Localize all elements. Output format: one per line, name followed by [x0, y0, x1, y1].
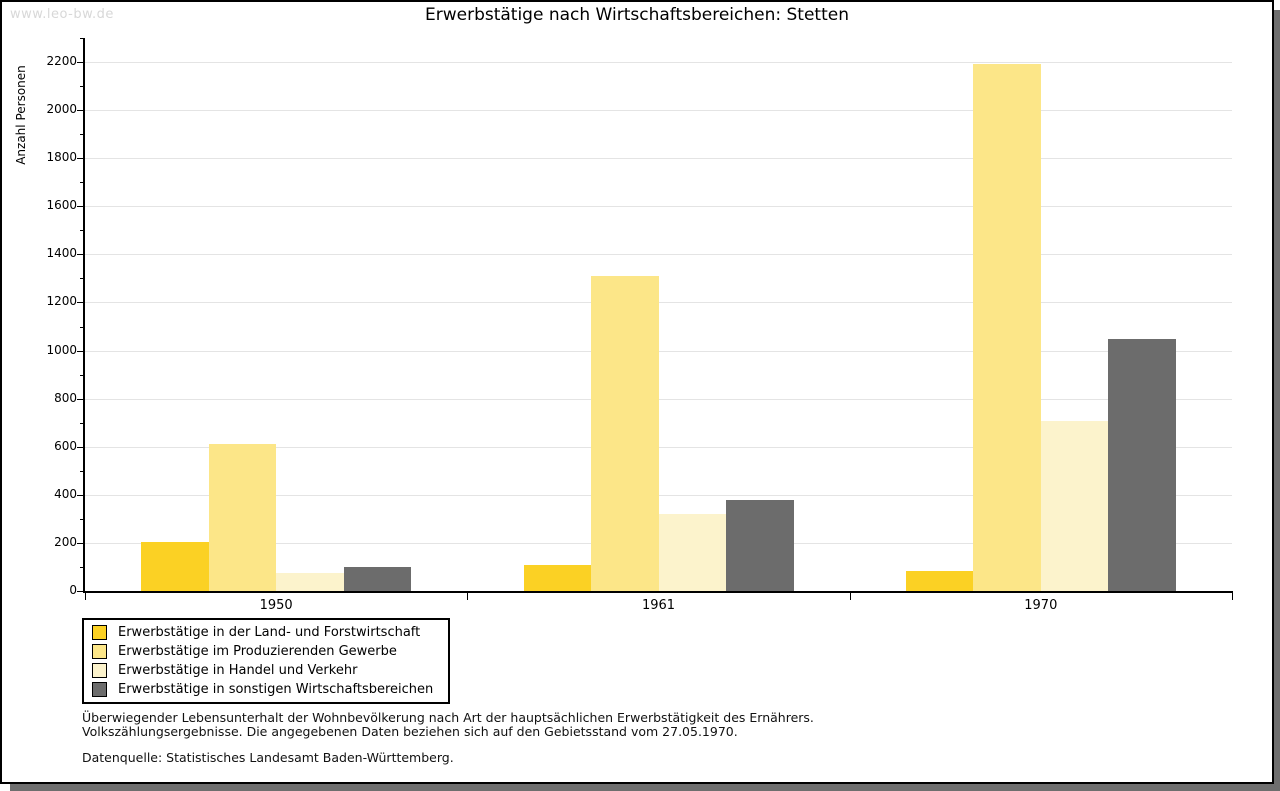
y-axis-major-tick — [77, 542, 85, 544]
y-axis-minor-tick — [80, 566, 85, 568]
bar-1961-series-3 — [658, 514, 726, 591]
legend-swatch-3 — [92, 663, 107, 678]
y-axis-major-tick — [77, 591, 85, 592]
y-axis-major-tick — [77, 446, 85, 448]
y-axis-major-tick — [77, 110, 85, 112]
y-axis-tick-label: 2000 — [46, 102, 77, 117]
x-axis-category-label: 1970 — [1024, 598, 1058, 613]
y-axis-tick-label: 2200 — [46, 54, 77, 68]
legend-row-2: Erwerbstätige im Produzierenden Gewerbe — [84, 642, 448, 661]
chart-title: Erwerbstätige nach Wirtschaftsbereichen:… — [424, 5, 849, 25]
bar-1970-series-1 — [905, 570, 974, 591]
gridline — [85, 302, 1232, 304]
y-axis-tick-label: 800 — [54, 390, 77, 405]
y-axis-line — [83, 37, 85, 593]
y-axis-minor-tick — [80, 518, 85, 520]
x-axis-tick — [1232, 593, 1233, 600]
y-axis-major-tick — [77, 494, 85, 496]
legend-label-3: Erwerbstätige in Handel und Verkehr — [118, 663, 358, 678]
footnote-line-2: Volkszählungsergebnisse. Die angegebenen… — [82, 724, 738, 739]
legend-row-1: Erwerbstätige in der Land- und Forstwirt… — [84, 623, 448, 642]
y-axis-major-tick — [77, 62, 85, 63]
watermark: www.leo-bw.de — [10, 7, 114, 22]
x-axis-tick — [467, 593, 469, 600]
bar-1961-series-1 — [523, 564, 591, 591]
y-axis-major-tick — [77, 350, 85, 352]
x-axis-tick — [849, 593, 851, 600]
bar-1970-series-4 — [1108, 338, 1176, 591]
legend-row-4: Erwerbstätige in sonstigen Wirtschaftsbe… — [84, 680, 448, 699]
y-axis-tick-label: 1800 — [46, 150, 77, 165]
chart-plot-area: 0 200 400 600 800 1000 1200 1400 1600 1800 2000 220… — [2, 2, 1272, 782]
y-axis-minor-tick — [80, 134, 85, 136]
y-axis-tick-label: 1400 — [46, 246, 77, 261]
legend-label-4: Erwerbstätige in sonstigen Wirtschaftsbe… — [118, 682, 434, 697]
gridline — [85, 158, 1232, 160]
bar-1970-series-3 — [1040, 421, 1109, 591]
y-axis-tick-label: 1200 — [46, 294, 77, 309]
gridline — [85, 62, 1232, 63]
y-axis-major-tick — [77, 206, 85, 208]
data-source-note: Datenquelle: Statistisches Landesamt Bad… — [82, 750, 454, 765]
gridline — [85, 398, 1232, 400]
bar-1950-series-4 — [343, 566, 412, 591]
y-axis-tick-label: 0 — [69, 583, 77, 597]
gridline — [85, 494, 1232, 496]
y-axis-major-tick — [77, 398, 85, 400]
gridline — [85, 206, 1232, 208]
legend-swatch-4 — [92, 682, 107, 697]
bar-1961-series-2 — [591, 276, 659, 591]
x-axis-line — [83, 591, 1233, 593]
y-axis-tick-label: 1600 — [46, 198, 77, 213]
bar-1970-series-2 — [973, 64, 1041, 591]
y-axis-minor-tick — [80, 86, 85, 88]
legend-swatch-2 — [92, 644, 107, 659]
x-axis-tick — [85, 593, 86, 600]
bar-1961-series-4 — [726, 499, 794, 591]
y-axis-tick-label: 600 — [54, 438, 77, 453]
chart-legend: Erwerbstätige in der Land- und Forstwirt… — [82, 618, 450, 704]
y-axis-minor-tick — [80, 470, 85, 472]
y-axis-minor-tick — [80, 374, 85, 376]
y-axis-tick-label: 1000 — [46, 342, 77, 357]
footnote-line-1: Überwiegender Lebensunterhalt der Wohnbe… — [82, 710, 814, 725]
gridline — [85, 350, 1232, 352]
y-axis-major-tick — [77, 158, 85, 160]
legend-row-3: Erwerbstätige in Handel und Verkehr — [84, 661, 448, 680]
bar-1950-series-2 — [208, 444, 277, 591]
x-axis-category-label: 1950 — [259, 598, 293, 613]
y-axis-major-tick — [77, 254, 85, 256]
gridline — [85, 254, 1232, 256]
bar-1950-series-3 — [276, 572, 344, 591]
bar-1950-series-1 — [141, 541, 209, 591]
y-axis-minor-tick — [80, 326, 85, 328]
y-axis-minor-tick — [80, 37, 85, 39]
y-axis-minor-tick — [80, 230, 85, 232]
y-axis-minor-tick — [80, 278, 85, 280]
gridline — [85, 110, 1232, 112]
y-axis-tick-label: 200 — [54, 534, 77, 549]
y-axis-major-tick — [77, 302, 85, 304]
legend-swatch-1 — [92, 625, 107, 640]
legend-label-2: Erwerbstätige im Produzierenden Gewerbe — [118, 644, 397, 659]
y-axis-minor-tick — [80, 182, 85, 184]
y-axis-minor-tick — [80, 422, 85, 424]
legend-label-1: Erwerbstätige in der Land- und Forstwirt… — [118, 625, 421, 640]
x-axis-category-label: 1961 — [641, 598, 676, 613]
gridline — [85, 446, 1232, 448]
y-axis-tick-label: 400 — [54, 486, 77, 501]
